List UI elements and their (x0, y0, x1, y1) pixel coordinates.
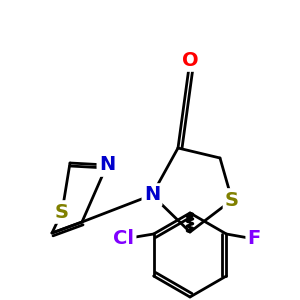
Text: Cl: Cl (113, 230, 134, 248)
Text: F: F (248, 230, 261, 248)
Text: S: S (55, 202, 69, 221)
Text: S: S (225, 190, 239, 209)
Text: N: N (144, 185, 160, 205)
Text: N: N (99, 155, 115, 175)
Text: O: O (182, 50, 198, 70)
